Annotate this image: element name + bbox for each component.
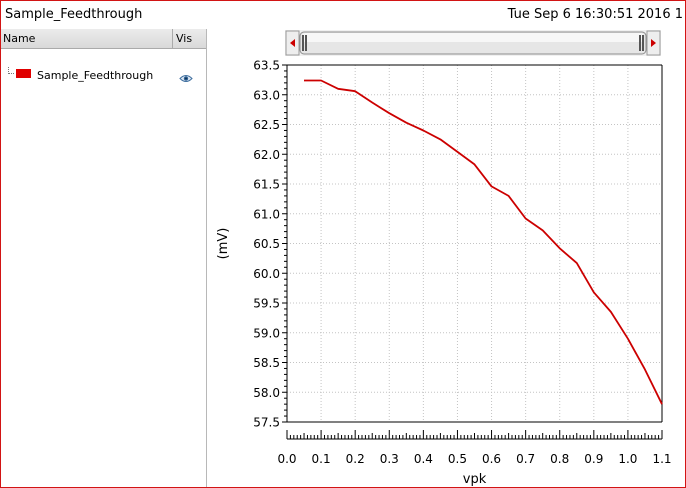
y-tick-label: 61.0: [253, 207, 280, 221]
y-tick-label: 60.0: [253, 267, 280, 281]
y-tick-label: 60.5: [253, 237, 280, 251]
signal-list-header: Name Vis: [1, 29, 206, 49]
x-tick-label: 1.1: [652, 452, 671, 466]
x-tick-label: 0.2: [346, 452, 365, 466]
y-tick-label: 63.5: [253, 59, 280, 73]
y-tick-label: 62.0: [253, 148, 280, 162]
y-tick-label: 58.5: [253, 356, 280, 370]
x-tick-label: 0.1: [312, 452, 331, 466]
series-line[interactable]: [304, 79, 663, 405]
x-axis-label: vpk: [463, 472, 487, 487]
scroll-left-arrow-icon[interactable]: [285, 30, 300, 56]
eye-icon[interactable]: [179, 68, 193, 87]
x-tick-label: 0.4: [414, 452, 433, 466]
x-tick-label: 0.9: [584, 452, 603, 466]
y-tick-label: 59.0: [253, 326, 280, 340]
y-tick-label: 58.0: [253, 386, 280, 400]
signal-color-swatch: [16, 69, 31, 78]
column-divider[interactable]: [172, 29, 173, 48]
column-header-vis[interactable]: Vis: [176, 32, 193, 45]
y-tick-label: 62.5: [253, 118, 280, 132]
x-tick-label: 1.0: [618, 452, 637, 466]
x-tick-label: 0.7: [516, 452, 535, 466]
y-tick-label: 61.5: [253, 178, 280, 192]
signal-list-panel: Name Vis Sample_Feedthrough: [1, 29, 207, 487]
horizontal-scrollbar[interactable]: [285, 30, 661, 56]
y-tick-label: 63.0: [253, 88, 280, 102]
x-tick-label: 0.3: [380, 452, 399, 466]
scroll-right-arrow-icon[interactable]: [646, 30, 661, 56]
window-title: Sample_Feedthrough: [5, 7, 143, 22]
x-tick-label: 0.5: [448, 452, 467, 466]
signal-label[interactable]: Sample_Feedthrough: [37, 69, 154, 82]
timestamp: Tue Sep 6 16:30:51 2016 1: [507, 7, 683, 22]
y-tick-label: 59.5: [253, 297, 280, 311]
column-header-name[interactable]: Name: [3, 32, 36, 45]
x-tick-label: 0.8: [550, 452, 569, 466]
tree-connector: [8, 67, 14, 74]
x-tick-label: 0.0: [277, 452, 296, 466]
y-axis-label: (mV): [216, 228, 231, 260]
x-tick-label: 0.6: [482, 452, 501, 466]
scroll-thumb[interactable]: [299, 31, 647, 55]
y-tick-label: 57.5: [253, 416, 280, 430]
